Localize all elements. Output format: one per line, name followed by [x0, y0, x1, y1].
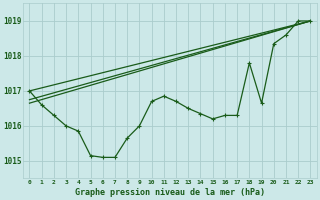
X-axis label: Graphe pression niveau de la mer (hPa): Graphe pression niveau de la mer (hPa): [75, 188, 265, 197]
